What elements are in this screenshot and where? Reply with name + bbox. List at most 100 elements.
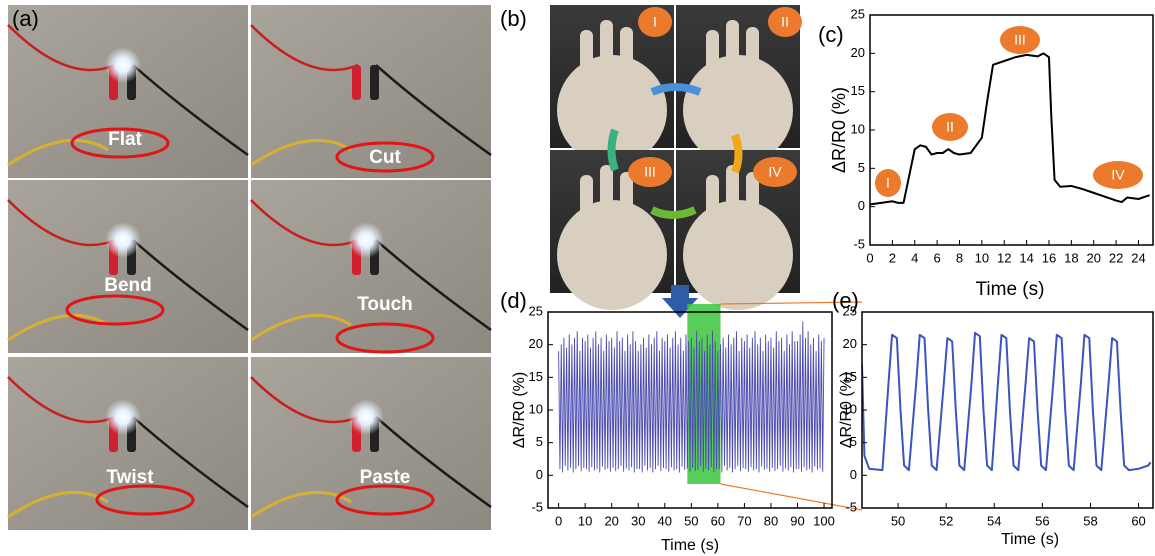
x-tick-label: 18 bbox=[1064, 250, 1078, 265]
x-tick-label: 20 bbox=[604, 513, 618, 528]
x-tick-label: 6 bbox=[933, 250, 940, 265]
x-tick-label: 0 bbox=[866, 250, 873, 265]
clip-black bbox=[370, 65, 379, 100]
y-tick-label: 5 bbox=[858, 160, 865, 175]
annotation: I bbox=[886, 175, 890, 191]
zoom-connector bbox=[720, 483, 863, 511]
y-tick-label: 15 bbox=[529, 369, 543, 384]
x-axis-label: Time (s) bbox=[661, 537, 719, 554]
wire bbox=[7, 24, 116, 72]
finger bbox=[726, 20, 739, 90]
stage-label: I bbox=[653, 14, 657, 30]
y-tick-label: 0 bbox=[536, 467, 543, 482]
panel-label: (b) bbox=[500, 6, 527, 31]
x-tick-label: 50 bbox=[891, 513, 905, 528]
x-tick-label: 20 bbox=[1086, 250, 1100, 265]
wire bbox=[250, 490, 352, 519]
y-tick-label: 5 bbox=[536, 434, 543, 449]
y-tick-label: 10 bbox=[851, 121, 865, 136]
y-tick-label: 25 bbox=[851, 6, 865, 21]
y-axis-label: ΔR/R0 (%) bbox=[829, 87, 849, 173]
y-tick-label: 20 bbox=[851, 45, 865, 60]
stage-badge bbox=[875, 169, 901, 197]
cycle-arrow bbox=[731, 133, 743, 174]
x-tick-label: 40 bbox=[658, 513, 672, 528]
stage-badge bbox=[638, 7, 672, 37]
y-tick-label: -5 bbox=[853, 236, 865, 251]
highlight-ellipse bbox=[65, 294, 165, 326]
x-tick-label: 2 bbox=[889, 250, 896, 265]
y-tick-label: 25 bbox=[843, 303, 857, 318]
y-tick-label: 10 bbox=[843, 401, 857, 416]
clip-red bbox=[352, 65, 361, 100]
highlight-ellipse bbox=[95, 484, 195, 516]
photo-caption: Flat bbox=[108, 129, 142, 150]
cycle-arrow bbox=[650, 83, 702, 96]
finger bbox=[620, 27, 633, 91]
stage-label: II bbox=[781, 14, 789, 30]
y-axis-label: ΔR/R0 (%) bbox=[511, 372, 528, 448]
annotation: III bbox=[1014, 32, 1026, 48]
x-tick-label: 90 bbox=[790, 513, 804, 528]
wire bbox=[250, 24, 359, 72]
x-axis-label: Time (s) bbox=[976, 279, 1045, 300]
y-tick-label: 0 bbox=[858, 198, 865, 213]
x-tick-label: 24 bbox=[1131, 250, 1145, 265]
y-axis-label: ΔR/R0 (%) bbox=[838, 372, 855, 448]
wire bbox=[7, 376, 116, 424]
data-line bbox=[862, 331, 1152, 472]
x-tick-label: 100 bbox=[813, 513, 835, 528]
x-tick-label: 80 bbox=[764, 513, 778, 528]
x-tick-label: 14 bbox=[1019, 250, 1033, 265]
finger bbox=[746, 172, 759, 236]
highlight-ellipse bbox=[335, 484, 435, 516]
wire bbox=[132, 64, 249, 157]
stage-label: III bbox=[644, 164, 656, 180]
stage-badge bbox=[628, 157, 672, 187]
x-tick-label: 30 bbox=[631, 513, 645, 528]
plot-area bbox=[862, 331, 1152, 472]
stage-badge bbox=[753, 157, 797, 187]
x-tick-label: 70 bbox=[737, 513, 751, 528]
panel-label: (d) bbox=[500, 288, 527, 313]
x-tick-label: 10 bbox=[975, 250, 989, 265]
x-tick-label: 50 bbox=[684, 513, 698, 528]
annotation: II bbox=[946, 119, 954, 135]
stage-badge bbox=[932, 113, 968, 141]
cycle-arrow bbox=[607, 128, 619, 172]
x-tick-label: 52 bbox=[939, 513, 953, 528]
wire bbox=[250, 313, 352, 342]
finger bbox=[580, 175, 593, 235]
x-tick-label: 4 bbox=[911, 250, 918, 265]
finger bbox=[746, 27, 759, 91]
y-tick-label: 25 bbox=[529, 303, 543, 318]
wire bbox=[7, 313, 109, 342]
x-tick-label: 12 bbox=[997, 250, 1011, 265]
y-tick-label: 5 bbox=[850, 434, 857, 449]
finger bbox=[620, 172, 633, 236]
x-tick-label: 16 bbox=[1042, 250, 1056, 265]
wire bbox=[132, 239, 249, 332]
led-glow bbox=[348, 399, 384, 435]
finger bbox=[706, 30, 719, 90]
x-tick-label: 0 bbox=[555, 513, 562, 528]
zoom-connector bbox=[720, 301, 863, 305]
panel-label: (e) bbox=[832, 288, 859, 313]
photo-caption: Bend bbox=[104, 275, 152, 296]
x-tick-label: 22 bbox=[1109, 250, 1123, 265]
cycle-arrow bbox=[650, 206, 697, 219]
finger bbox=[600, 165, 613, 235]
led-glow bbox=[105, 47, 141, 83]
axes-frame bbox=[861, 311, 1154, 509]
photo-caption: Touch bbox=[357, 294, 413, 315]
annotation: IV bbox=[1111, 167, 1125, 183]
x-tick-label: 60 bbox=[1131, 513, 1145, 528]
panel-label: (a) bbox=[12, 6, 39, 31]
y-tick-label: -5 bbox=[531, 499, 543, 514]
x-tick-label: 56 bbox=[1035, 513, 1049, 528]
photo-caption: Paste bbox=[360, 467, 411, 488]
